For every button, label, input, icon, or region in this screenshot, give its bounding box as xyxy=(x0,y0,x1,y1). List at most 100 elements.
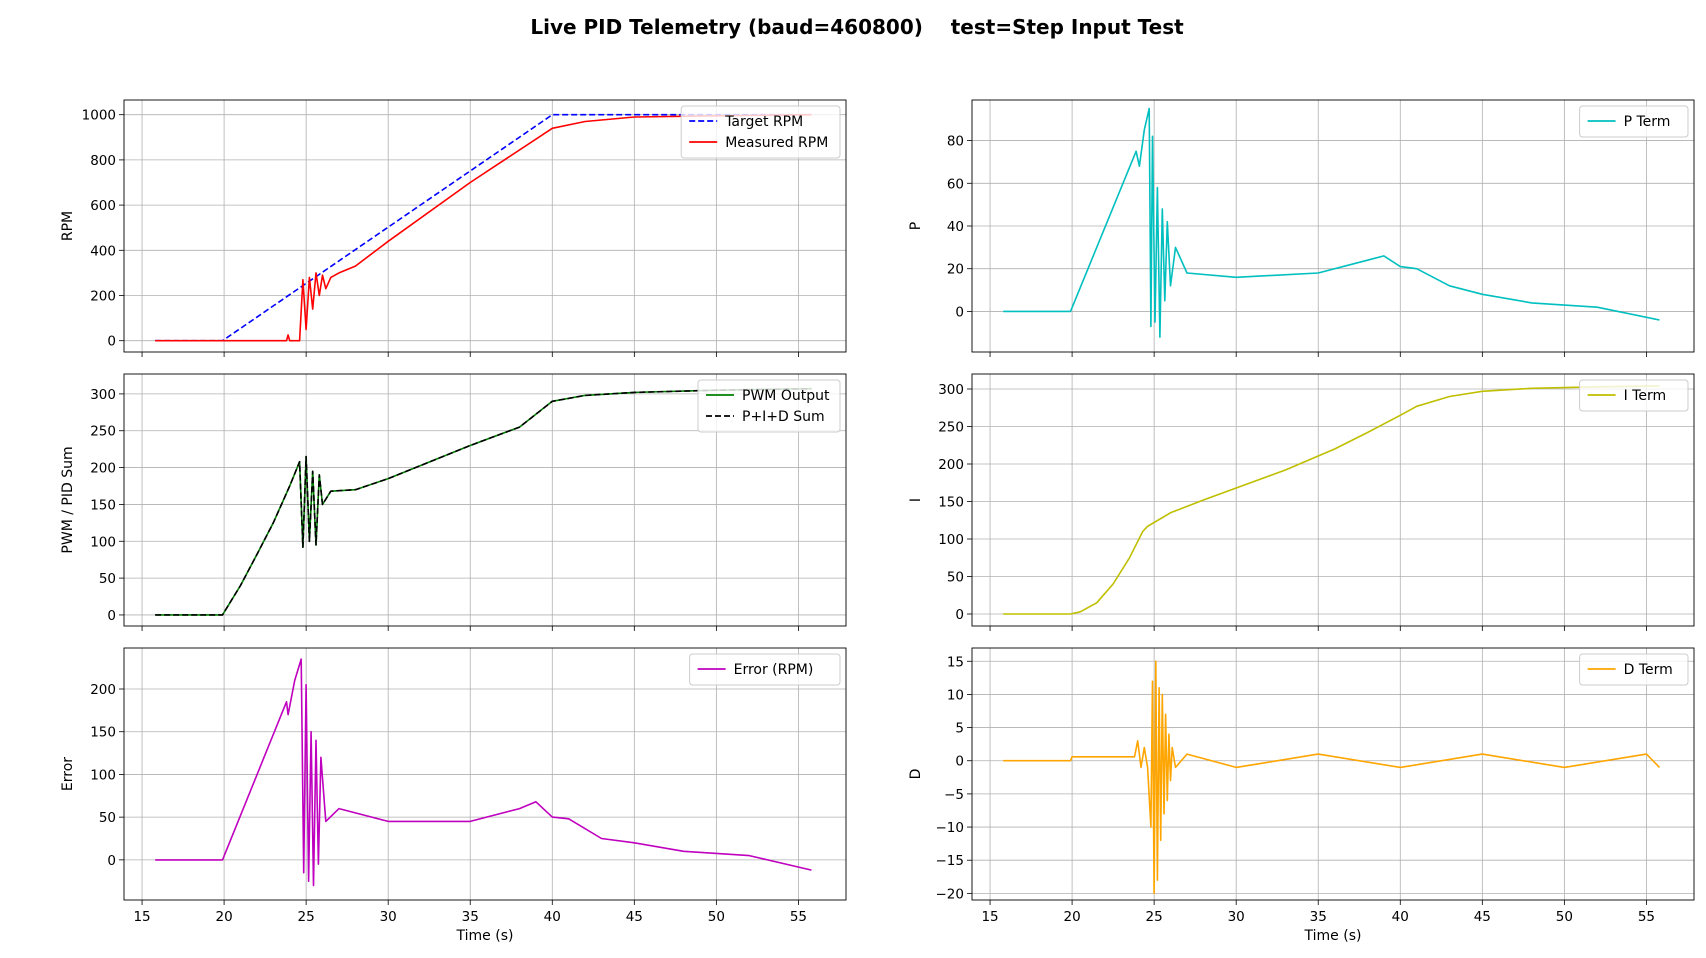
series-line-p-term xyxy=(1003,107,1660,338)
plot-frame xyxy=(123,647,847,901)
x-tick-label: 50 xyxy=(708,909,725,925)
legend-box xyxy=(1579,105,1689,138)
chart-i-term: 0 50 100 150 200 250 300 I I Term xyxy=(908,373,1695,631)
x-tick-label: 35 xyxy=(1310,909,1327,925)
y-tick-label: 0 xyxy=(107,608,116,624)
grid xyxy=(124,374,846,626)
y-tick-label: 40 xyxy=(947,219,964,235)
legend: D Term xyxy=(1579,653,1689,686)
legend-box xyxy=(1579,653,1689,686)
y-tick-label: −15 xyxy=(936,853,965,869)
series-group xyxy=(1003,107,1660,338)
legend-label-p-term: P Term xyxy=(1624,114,1671,130)
plot-frame xyxy=(123,99,847,353)
y-tick-label: 5 xyxy=(955,721,964,737)
series-group xyxy=(1003,660,1661,895)
y-tick-label: 20 xyxy=(947,262,964,278)
y-tick-label: −20 xyxy=(936,886,965,902)
plot-frame xyxy=(971,373,1695,627)
legend: PWM Output P+I+D Sum xyxy=(697,379,841,433)
series-group xyxy=(155,387,812,616)
y-axis-label: I xyxy=(908,498,924,502)
x-tick-label: 55 xyxy=(1638,909,1655,925)
y-tick-label: 200 xyxy=(90,288,116,304)
legend: Target RPM Measured RPM xyxy=(680,105,841,159)
x-tick-label: 30 xyxy=(380,909,397,925)
plot-frame xyxy=(971,99,1695,353)
legend-label-target-rpm: Target RPM xyxy=(724,114,803,130)
x-tick-label: 35 xyxy=(462,909,479,925)
x-tick-label: 45 xyxy=(1474,909,1491,925)
y-tick-label: 50 xyxy=(99,810,116,826)
x-tick-label: 25 xyxy=(298,909,315,925)
grid xyxy=(972,648,1694,900)
y-tick-label: 0 xyxy=(107,853,116,869)
series-line-d-term xyxy=(1003,660,1661,895)
y-tick-label: 100 xyxy=(938,532,964,548)
x-tick-label: 20 xyxy=(216,909,233,925)
series-line-measured-rpm xyxy=(155,113,812,342)
legend-box xyxy=(697,379,841,433)
chart-p-term: 0 20 40 60 80 P P Term xyxy=(908,99,1695,357)
legend-label-i-term: I Term xyxy=(1624,388,1667,404)
x-axis-label: Time (s) xyxy=(1304,928,1362,944)
x-tick-label: 50 xyxy=(1556,909,1573,925)
x-tick-label: 40 xyxy=(544,909,561,925)
series-group xyxy=(1003,385,1660,615)
x-tick-label: 30 xyxy=(1228,909,1245,925)
y-tick-label: 0 xyxy=(955,754,964,770)
legend-label-p-i-d-sum: P+I+D Sum xyxy=(742,409,825,425)
y-axis-label: P xyxy=(908,222,924,230)
y-axis-label: D xyxy=(908,769,924,780)
y-tick-label: 200 xyxy=(90,461,116,477)
legend-box xyxy=(680,105,841,159)
y-axis-label: RPM xyxy=(60,211,76,241)
y-tick-label: 200 xyxy=(938,457,964,473)
figure-title: Live PID Telemetry (baud=460800) test=St… xyxy=(530,15,1184,39)
chart-pwm: 0 50 100 150 200 250 300 PWM / PID Sum PWM Outpu… xyxy=(60,373,847,631)
legend-label-error-rpm: Error (RPM) xyxy=(734,662,814,678)
y-tick-label: 10 xyxy=(947,687,964,703)
chart-error: 15 20 25 30 35 40 45 50 55 0 50 100 150 200 Error Time … xyxy=(60,647,847,944)
series-group xyxy=(155,658,812,887)
legend: P Term xyxy=(1579,105,1689,138)
y-tick-label: 400 xyxy=(90,243,116,259)
y-tick-label: 0 xyxy=(955,607,964,623)
y-tick-label: 300 xyxy=(90,387,116,403)
x-tick-label: 25 xyxy=(1146,909,1163,925)
chart-d-term: 15 20 25 30 35 40 45 50 55 −20 −15 −10 −5 0 5 10 15 D Time… xyxy=(908,647,1695,944)
y-tick-label: 200 xyxy=(90,682,116,698)
legend-label-pwm-output: PWM Output xyxy=(742,388,830,404)
y-axis-label: PWM / PID Sum xyxy=(60,446,76,553)
y-tick-label: 600 xyxy=(90,198,116,214)
series-line-error-rpm xyxy=(155,658,812,887)
y-tick-label: 300 xyxy=(938,382,964,398)
x-tick-label: 15 xyxy=(133,909,150,925)
legend-box xyxy=(1579,379,1689,412)
x-tick-label: 20 xyxy=(1064,909,1081,925)
y-tick-label: 15 xyxy=(947,654,964,670)
y-tick-label: 150 xyxy=(938,495,964,511)
y-tick-label: −10 xyxy=(936,820,965,836)
x-tick-label: 45 xyxy=(626,909,643,925)
y-tick-label: 0 xyxy=(107,334,116,350)
x-axis-label: Time (s) xyxy=(456,928,514,944)
y-axis-label: Error xyxy=(60,757,76,791)
y-tick-label: 100 xyxy=(90,534,116,550)
legend-box xyxy=(689,653,841,686)
legend: Error (RPM) xyxy=(689,653,841,686)
grid xyxy=(972,100,1694,352)
y-tick-label: 250 xyxy=(938,420,964,436)
legend: I Term xyxy=(1579,379,1689,412)
y-tick-label: 250 xyxy=(90,424,116,440)
chart-rpm: 0 200 400 600 800 1000 RPM Target RPM Measured R… xyxy=(60,99,847,357)
y-tick-label: 60 xyxy=(947,176,964,192)
y-tick-label: 150 xyxy=(90,497,116,513)
y-tick-label: 100 xyxy=(90,767,116,783)
y-tick-label: −5 xyxy=(944,787,964,803)
legend-label-measured-rpm: Measured RPM xyxy=(725,135,828,151)
plot-frame xyxy=(123,373,847,627)
series-line-i-term xyxy=(1003,385,1660,615)
grid xyxy=(124,648,846,900)
